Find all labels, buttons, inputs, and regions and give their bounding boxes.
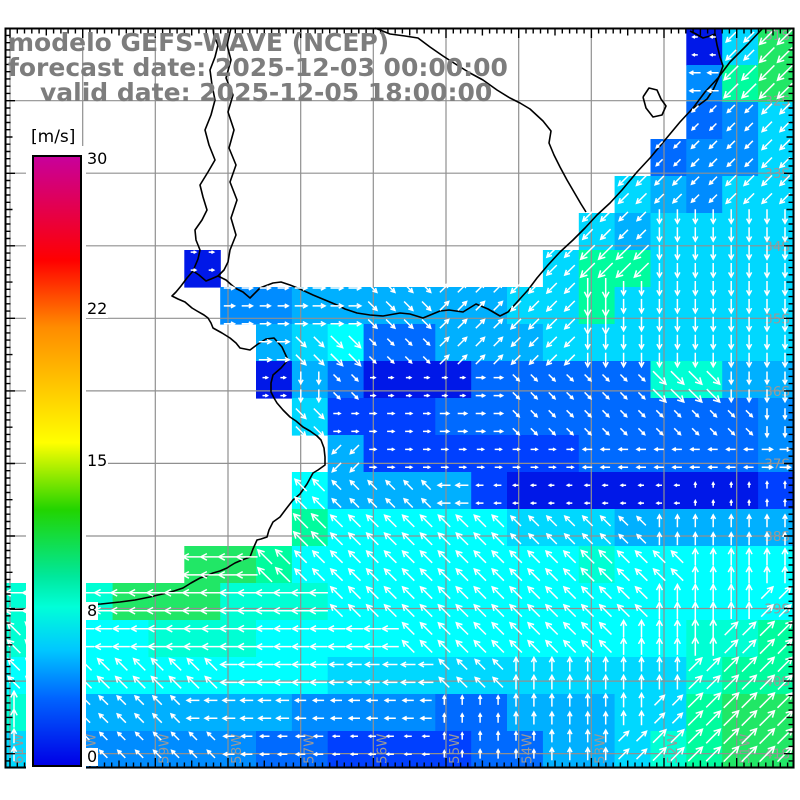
- model-title: modelo GEFS-WAVE (NCEP): [8, 28, 390, 57]
- svg-text:36S: 36S: [764, 384, 790, 400]
- wave-field-cells: [5, 28, 795, 769]
- svg-text:38S: 38S: [764, 529, 790, 545]
- svg-text:52W: 52W: [665, 733, 681, 764]
- svg-text:37S: 37S: [764, 456, 790, 472]
- forecast-date: forecast date: 2025-12-03 00:00:00: [8, 53, 508, 82]
- svg-text:53W: 53W: [592, 733, 608, 764]
- colorbar-tick-15: 15: [86, 451, 109, 470]
- graticule-labels: 61W60W59W58W57W56W55W54W53W52W51W31S32S3…: [11, 28, 790, 764]
- svg-text:31S: 31S: [764, 28, 790, 44]
- svg-text:33S: 33S: [764, 166, 790, 182]
- wind-arrows: [3, 28, 794, 763]
- valid-date: valid date: 2025-12-05 18:00:00: [40, 78, 493, 107]
- svg-text:51W: 51W: [738, 733, 754, 764]
- svg-text:35S: 35S: [764, 311, 790, 327]
- svg-text:61W: 61W: [11, 733, 27, 764]
- svg-text:58W: 58W: [229, 733, 245, 764]
- map-border: [4, 27, 795, 769]
- svg-text:55W: 55W: [447, 733, 463, 764]
- coastline: [9, 27, 764, 611]
- colorbar-unit-label: [m/s]: [29, 127, 78, 147]
- svg-text:34S: 34S: [764, 239, 790, 255]
- colorbar-tick-0: 0: [86, 747, 99, 766]
- colorbar-tick-8: 8: [86, 601, 99, 620]
- colorbar-tick-22: 22: [86, 299, 109, 318]
- colorbar-tick-30: 30: [86, 149, 109, 168]
- colorbar-gradient: [32, 155, 82, 767]
- svg-text:57W: 57W: [302, 733, 318, 764]
- svg-text:56W: 56W: [374, 733, 390, 764]
- svg-text:54W: 54W: [520, 733, 536, 764]
